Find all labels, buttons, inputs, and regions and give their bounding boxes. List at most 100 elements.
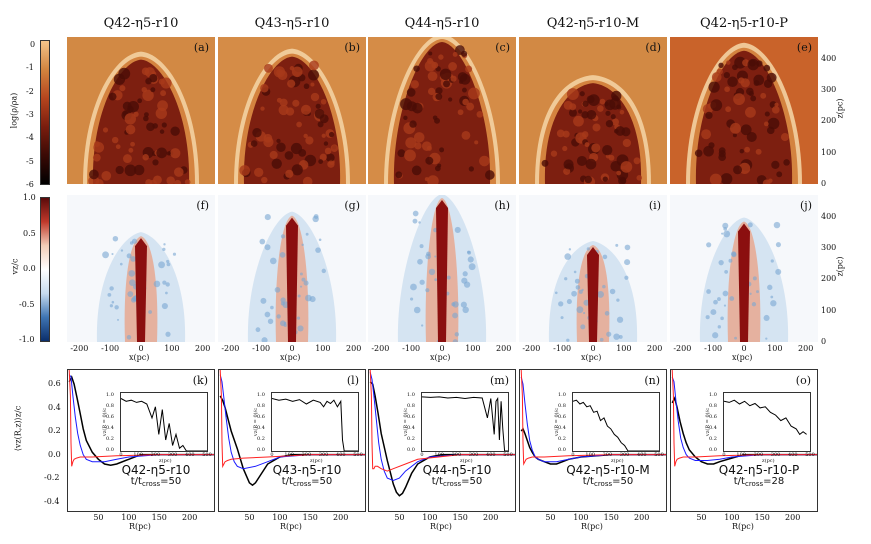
backflow-blob	[446, 275, 451, 280]
time-ratio-subscript: cross	[292, 480, 312, 488]
profile-x-tick: 50	[244, 513, 255, 522]
inset-x-tick: 0	[270, 452, 274, 458]
inset-x-tick: 500	[503, 452, 513, 458]
z-axis-tick: 100	[821, 147, 837, 157]
turbulence-blob	[438, 54, 444, 60]
backflow-blob	[751, 302, 757, 307]
velocity-colorbar-tick: 0.5	[23, 228, 36, 238]
profile-x-tick: 150	[603, 513, 619, 522]
turbulence-blob	[160, 77, 172, 89]
turbulence-blob	[462, 98, 470, 106]
backflow-blob	[624, 259, 631, 266]
turbulence-blob	[569, 103, 577, 111]
density-panel: (e)	[670, 37, 818, 184]
profile-chart	[219, 369, 365, 487]
backflow-blob	[452, 301, 459, 308]
inset-x-tick: 400	[336, 452, 346, 458]
turbulence-blob	[708, 81, 720, 93]
inset-x-tick: 200	[451, 452, 462, 458]
inset-y-tick: 0.8	[106, 402, 114, 409]
backflow-blob	[296, 316, 301, 320]
backflow-blob	[161, 302, 168, 310]
inset-x-tick: 0	[420, 452, 424, 458]
inset-x-tick: 300	[468, 452, 479, 458]
inset-y-tick: 0.6	[106, 413, 114, 420]
backflow-blob	[463, 281, 471, 288]
backflow-blob	[616, 298, 620, 302]
x-axis-tick: 200	[195, 344, 211, 353]
turbulence-blob	[319, 153, 327, 161]
inset-x-tick: 400	[486, 452, 496, 458]
turbulence-blob	[582, 100, 589, 107]
backflow-blob	[301, 277, 306, 282]
inset-y-tick: 1.0	[106, 391, 114, 398]
inset-x-tick: 400	[637, 452, 647, 458]
backflow-blob	[773, 221, 781, 229]
turbulence-blob	[563, 159, 574, 170]
turbulence-blob	[615, 126, 626, 136]
backflow-blob	[109, 286, 114, 291]
turbulence-blob	[276, 138, 281, 144]
turbulence-blob	[725, 106, 732, 113]
profile-series-line	[68, 369, 214, 467]
panel-label: (l)	[346, 374, 359, 387]
run-annotation-time: t/tcross=28	[701, 476, 817, 490]
panel-label: (a)	[193, 41, 209, 54]
inset-x-tick: 200	[753, 452, 764, 458]
backflow-blob	[452, 312, 458, 319]
turbulence-blob	[434, 165, 441, 172]
turbulence-blob	[448, 97, 453, 102]
turbulence-blob	[457, 109, 464, 116]
backflow-blob	[321, 268, 326, 274]
backflow-blob	[283, 321, 287, 325]
turbulence-blob	[130, 141, 135, 147]
turbulence-blob	[142, 89, 154, 102]
run-annotation: Q42-η5-r10 t/tcross=50	[98, 464, 214, 490]
backflow-blob	[410, 283, 417, 291]
backflow-blob	[564, 253, 572, 260]
profile-chart	[671, 369, 817, 467]
profile-y-tick: -0.4	[44, 496, 60, 506]
backflow-blob	[166, 259, 170, 264]
profile-x-tick: 50	[696, 513, 707, 522]
density-colorbar-tick: -4	[26, 133, 34, 143]
jet-spine	[286, 217, 298, 342]
inset-y-tick: 0.8	[407, 402, 415, 409]
profile-plot: (o) Q42-η5-r10-P t/tcross=28	[670, 369, 818, 512]
backflow-blob	[454, 226, 461, 233]
backflow-blob	[119, 262, 123, 266]
turbulence-blob	[170, 148, 181, 159]
turbulence-blob	[718, 150, 726, 158]
turbulence-blob	[576, 155, 587, 166]
panel-label: (f)	[196, 199, 209, 212]
column-title: Q42-η5-r10-P	[700, 16, 788, 31]
panel-label: (g)	[344, 199, 360, 212]
inset-y-tick: 0.6	[558, 413, 566, 420]
turbulence-blob	[414, 142, 422, 150]
inset-y-tick: 0.8	[709, 402, 717, 409]
inset-x-tick: 500	[654, 452, 664, 458]
z-axis-tick: 100	[821, 305, 837, 315]
turbulence-blob	[264, 63, 273, 73]
profile-x-tick: 150	[754, 513, 770, 522]
turbulence-blob	[405, 137, 417, 149]
inset-y-tick: 1.0	[257, 391, 265, 398]
turbulence-blob	[166, 176, 175, 184]
panel-label: (n)	[644, 374, 660, 387]
inset-y-label: vz(R = 0)/c	[102, 407, 108, 437]
profile-chart	[68, 369, 214, 467]
turbulence-blob	[636, 175, 643, 181]
turbulence-blob	[720, 173, 733, 184]
inset-series-line	[421, 396, 508, 452]
backflow-blob	[280, 234, 286, 239]
centerline-velocity-inset	[271, 392, 359, 452]
backflow-blob	[624, 244, 631, 251]
inset-y-tick: 0.2	[106, 435, 114, 442]
backflow-blob	[580, 324, 586, 330]
inset-x-tick: 500	[805, 452, 815, 458]
backflow-blob	[574, 278, 580, 284]
turbulence-blob	[409, 120, 417, 128]
backflow-blob	[276, 314, 281, 319]
turbulence-blob	[709, 173, 722, 184]
profile-x-tick: 200	[634, 513, 650, 522]
